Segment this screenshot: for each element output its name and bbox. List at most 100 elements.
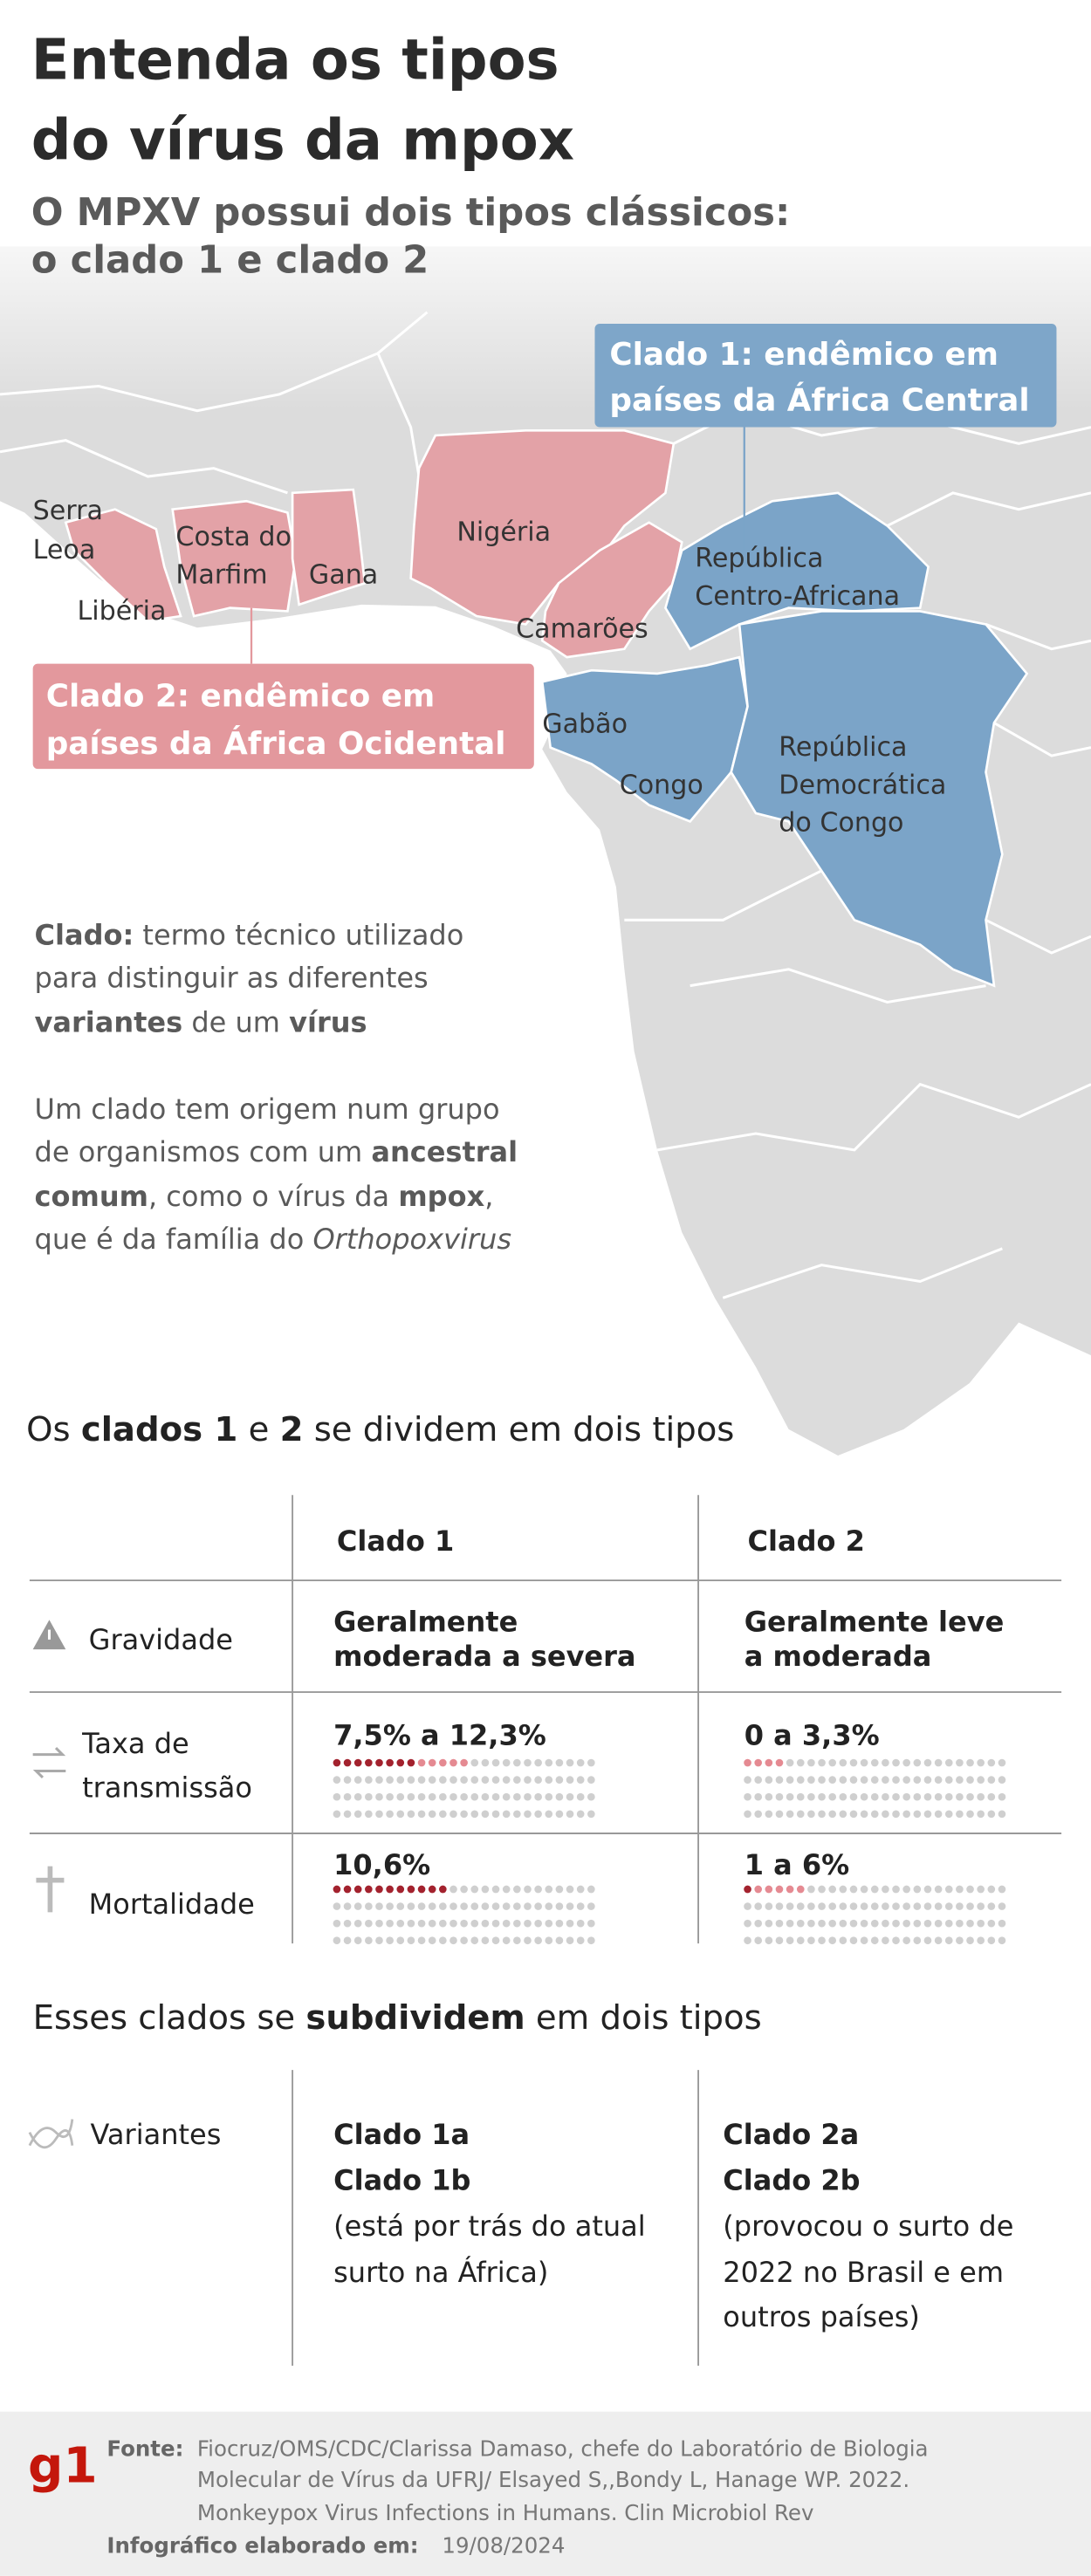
- dot: [353, 1776, 362, 1784]
- dot: [786, 1902, 794, 1910]
- dot: [977, 1902, 985, 1910]
- dot: [775, 1776, 784, 1784]
- dot: [365, 1776, 373, 1784]
- dot: [892, 1902, 900, 1910]
- dot: [934, 1810, 943, 1819]
- dot: [587, 1919, 595, 1928]
- dot: [807, 1902, 815, 1910]
- text: e: [237, 1410, 279, 1449]
- dot: [998, 1902, 1006, 1910]
- map: [0, 0, 1091, 1456]
- dot: [417, 1810, 426, 1819]
- dot: [417, 1902, 426, 1910]
- dot: [439, 1936, 447, 1945]
- dot: [807, 1776, 815, 1784]
- country-label: Libéria: [77, 596, 166, 627]
- dot: [534, 1792, 542, 1801]
- date-label: Infográfico elaborado em:: [106, 2533, 418, 2559]
- dot: [966, 1792, 974, 1801]
- dot: [545, 1936, 553, 1945]
- cell-value-label: 7,5% a 12,3%: [333, 1718, 546, 1751]
- dot: [343, 1902, 352, 1910]
- dot: [460, 1792, 468, 1801]
- dot: [956, 1936, 964, 1945]
- dot: [502, 1776, 511, 1784]
- row-label: Variantes: [91, 2118, 222, 2151]
- dot: [407, 1902, 415, 1910]
- dot: [481, 1792, 490, 1801]
- dot-min: [386, 1885, 394, 1894]
- dot: [449, 1902, 457, 1910]
- dot: [513, 1919, 521, 1928]
- country-label: Leoa: [33, 535, 96, 565]
- dot: [587, 1810, 595, 1819]
- dot: [966, 1902, 974, 1910]
- dot: [765, 1810, 773, 1819]
- dot: [775, 1936, 784, 1945]
- dot: [576, 1885, 585, 1894]
- dot: [902, 1776, 911, 1784]
- dot: [481, 1776, 490, 1784]
- dot: [353, 1810, 362, 1819]
- dot: [449, 1936, 457, 1945]
- dot: [333, 1936, 341, 1945]
- dot: [491, 1902, 500, 1910]
- dot: [470, 1776, 479, 1784]
- dot: [353, 1792, 362, 1801]
- dot: [828, 1936, 837, 1945]
- dot: [534, 1885, 542, 1894]
- variant-name: Clado 1b: [333, 2164, 470, 2197]
- dot: [460, 1810, 468, 1819]
- row-label: Gravidade: [89, 1623, 233, 1656]
- dot: [513, 1885, 521, 1894]
- variant-name: Clado 1a: [333, 2118, 470, 2151]
- dot: [587, 1885, 595, 1894]
- dot: [417, 1919, 426, 1928]
- dot: [744, 1919, 751, 1928]
- clade-label: países da África Ocidental: [46, 725, 506, 762]
- dot: [765, 1902, 773, 1910]
- dot: [860, 1792, 868, 1801]
- dot-max: [449, 1758, 457, 1767]
- definition-line: Um clado tem origem num grupo: [35, 1093, 500, 1126]
- dot: [966, 1758, 974, 1767]
- variant-note: outros países): [723, 2300, 920, 2333]
- dot: [849, 1936, 858, 1945]
- clade-1-box: [594, 323, 1057, 428]
- dot: [449, 1810, 457, 1819]
- dot: [786, 1936, 794, 1945]
- dot: [524, 1936, 532, 1945]
- dot: [860, 1758, 868, 1767]
- cell-text: moderada a severa: [333, 1640, 635, 1673]
- dot: [839, 1792, 847, 1801]
- dot: [902, 1792, 911, 1801]
- dot: [470, 1810, 479, 1819]
- dot: [386, 1810, 394, 1819]
- dot: [934, 1936, 943, 1945]
- dot: [502, 1792, 511, 1801]
- dot: [987, 1810, 996, 1819]
- variant-name: Clado 2b: [723, 2164, 860, 2197]
- dot: [754, 1936, 763, 1945]
- dot: [839, 1758, 847, 1767]
- dot: [566, 1919, 574, 1928]
- title: Entenda os tipos: [31, 28, 559, 92]
- dot: [796, 1902, 805, 1910]
- variant-note: (está por trás do atual: [333, 2209, 646, 2243]
- dot: [470, 1936, 479, 1945]
- dot-min: [375, 1758, 383, 1767]
- dot: [555, 1776, 564, 1784]
- dot: [818, 1885, 826, 1894]
- dot: [977, 1776, 985, 1784]
- dot: [828, 1776, 837, 1784]
- dot: [449, 1776, 457, 1784]
- dot: [365, 1902, 373, 1910]
- dot: [818, 1936, 826, 1945]
- section-heading: Os clados 1 e 2 se dividem em dois tipos: [26, 1410, 734, 1449]
- dot: [913, 1885, 922, 1894]
- dot: [375, 1919, 383, 1928]
- dot-min: [428, 1885, 436, 1894]
- dot: [524, 1919, 532, 1928]
- text: em dois tipos: [525, 1998, 762, 2038]
